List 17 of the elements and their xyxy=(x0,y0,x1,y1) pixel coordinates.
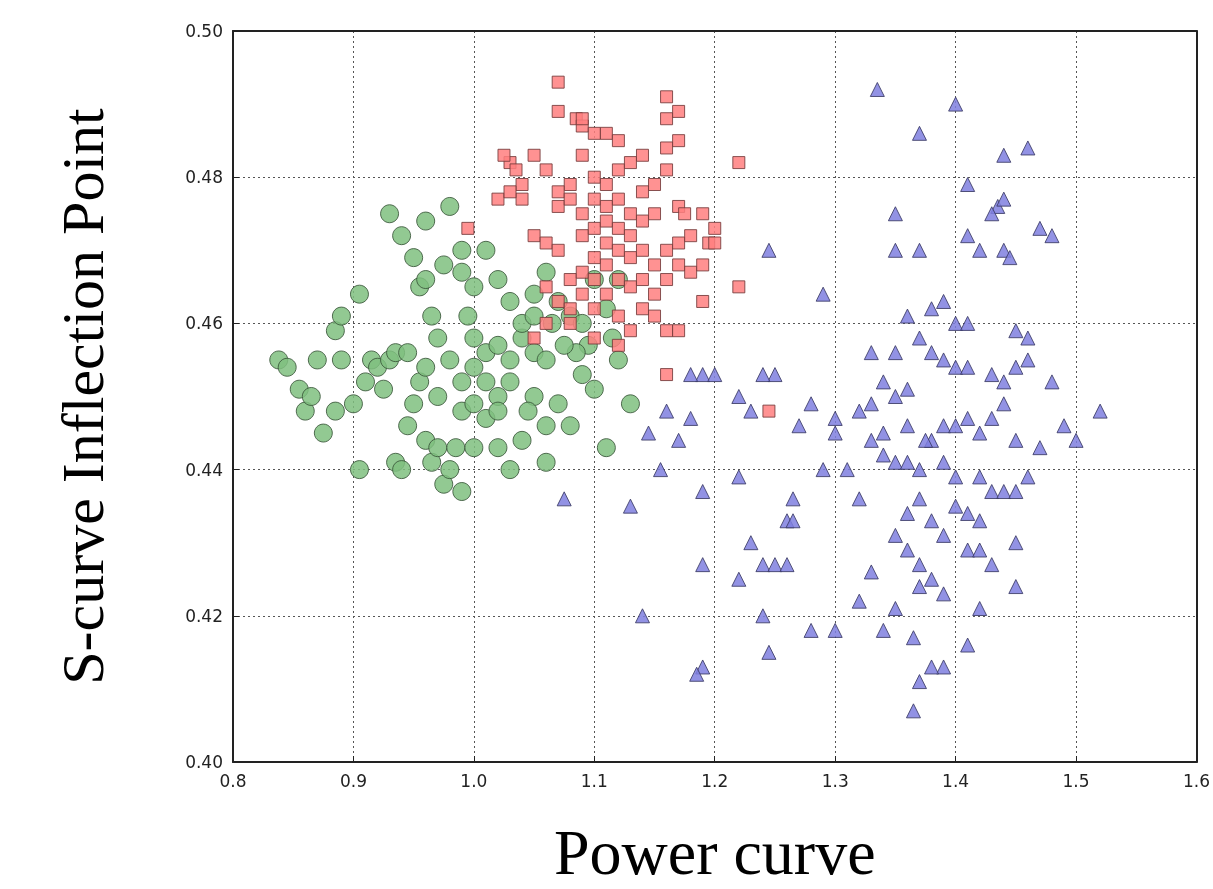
y-tick-label: 0.46 xyxy=(185,313,223,334)
x-tick-label: 1.4 xyxy=(942,770,970,791)
y-tick-label: 0.42 xyxy=(185,605,223,626)
x-axis-title: Power curve xyxy=(553,816,876,888)
y-tick-label: 0.40 xyxy=(185,752,223,772)
x-tick-label: 0.9 xyxy=(339,770,367,791)
x-tick-label: 1.1 xyxy=(580,770,608,791)
y-tick-label: 0.48 xyxy=(185,167,223,188)
x-tick-label: 1.2 xyxy=(701,770,729,791)
y-axis-title: S-curve Inflection Point xyxy=(50,107,116,685)
x-tick-label: 1.0 xyxy=(460,770,488,791)
y-tick-label: 0.44 xyxy=(185,459,223,480)
x-tick-label: 1.6 xyxy=(1182,770,1211,791)
x-tick-label: 0.8 xyxy=(219,770,247,791)
x-tick-label: 1.3 xyxy=(821,770,849,791)
x-tick-label: 1.5 xyxy=(1062,770,1090,791)
y-tick-label: 0.50 xyxy=(185,21,223,41)
